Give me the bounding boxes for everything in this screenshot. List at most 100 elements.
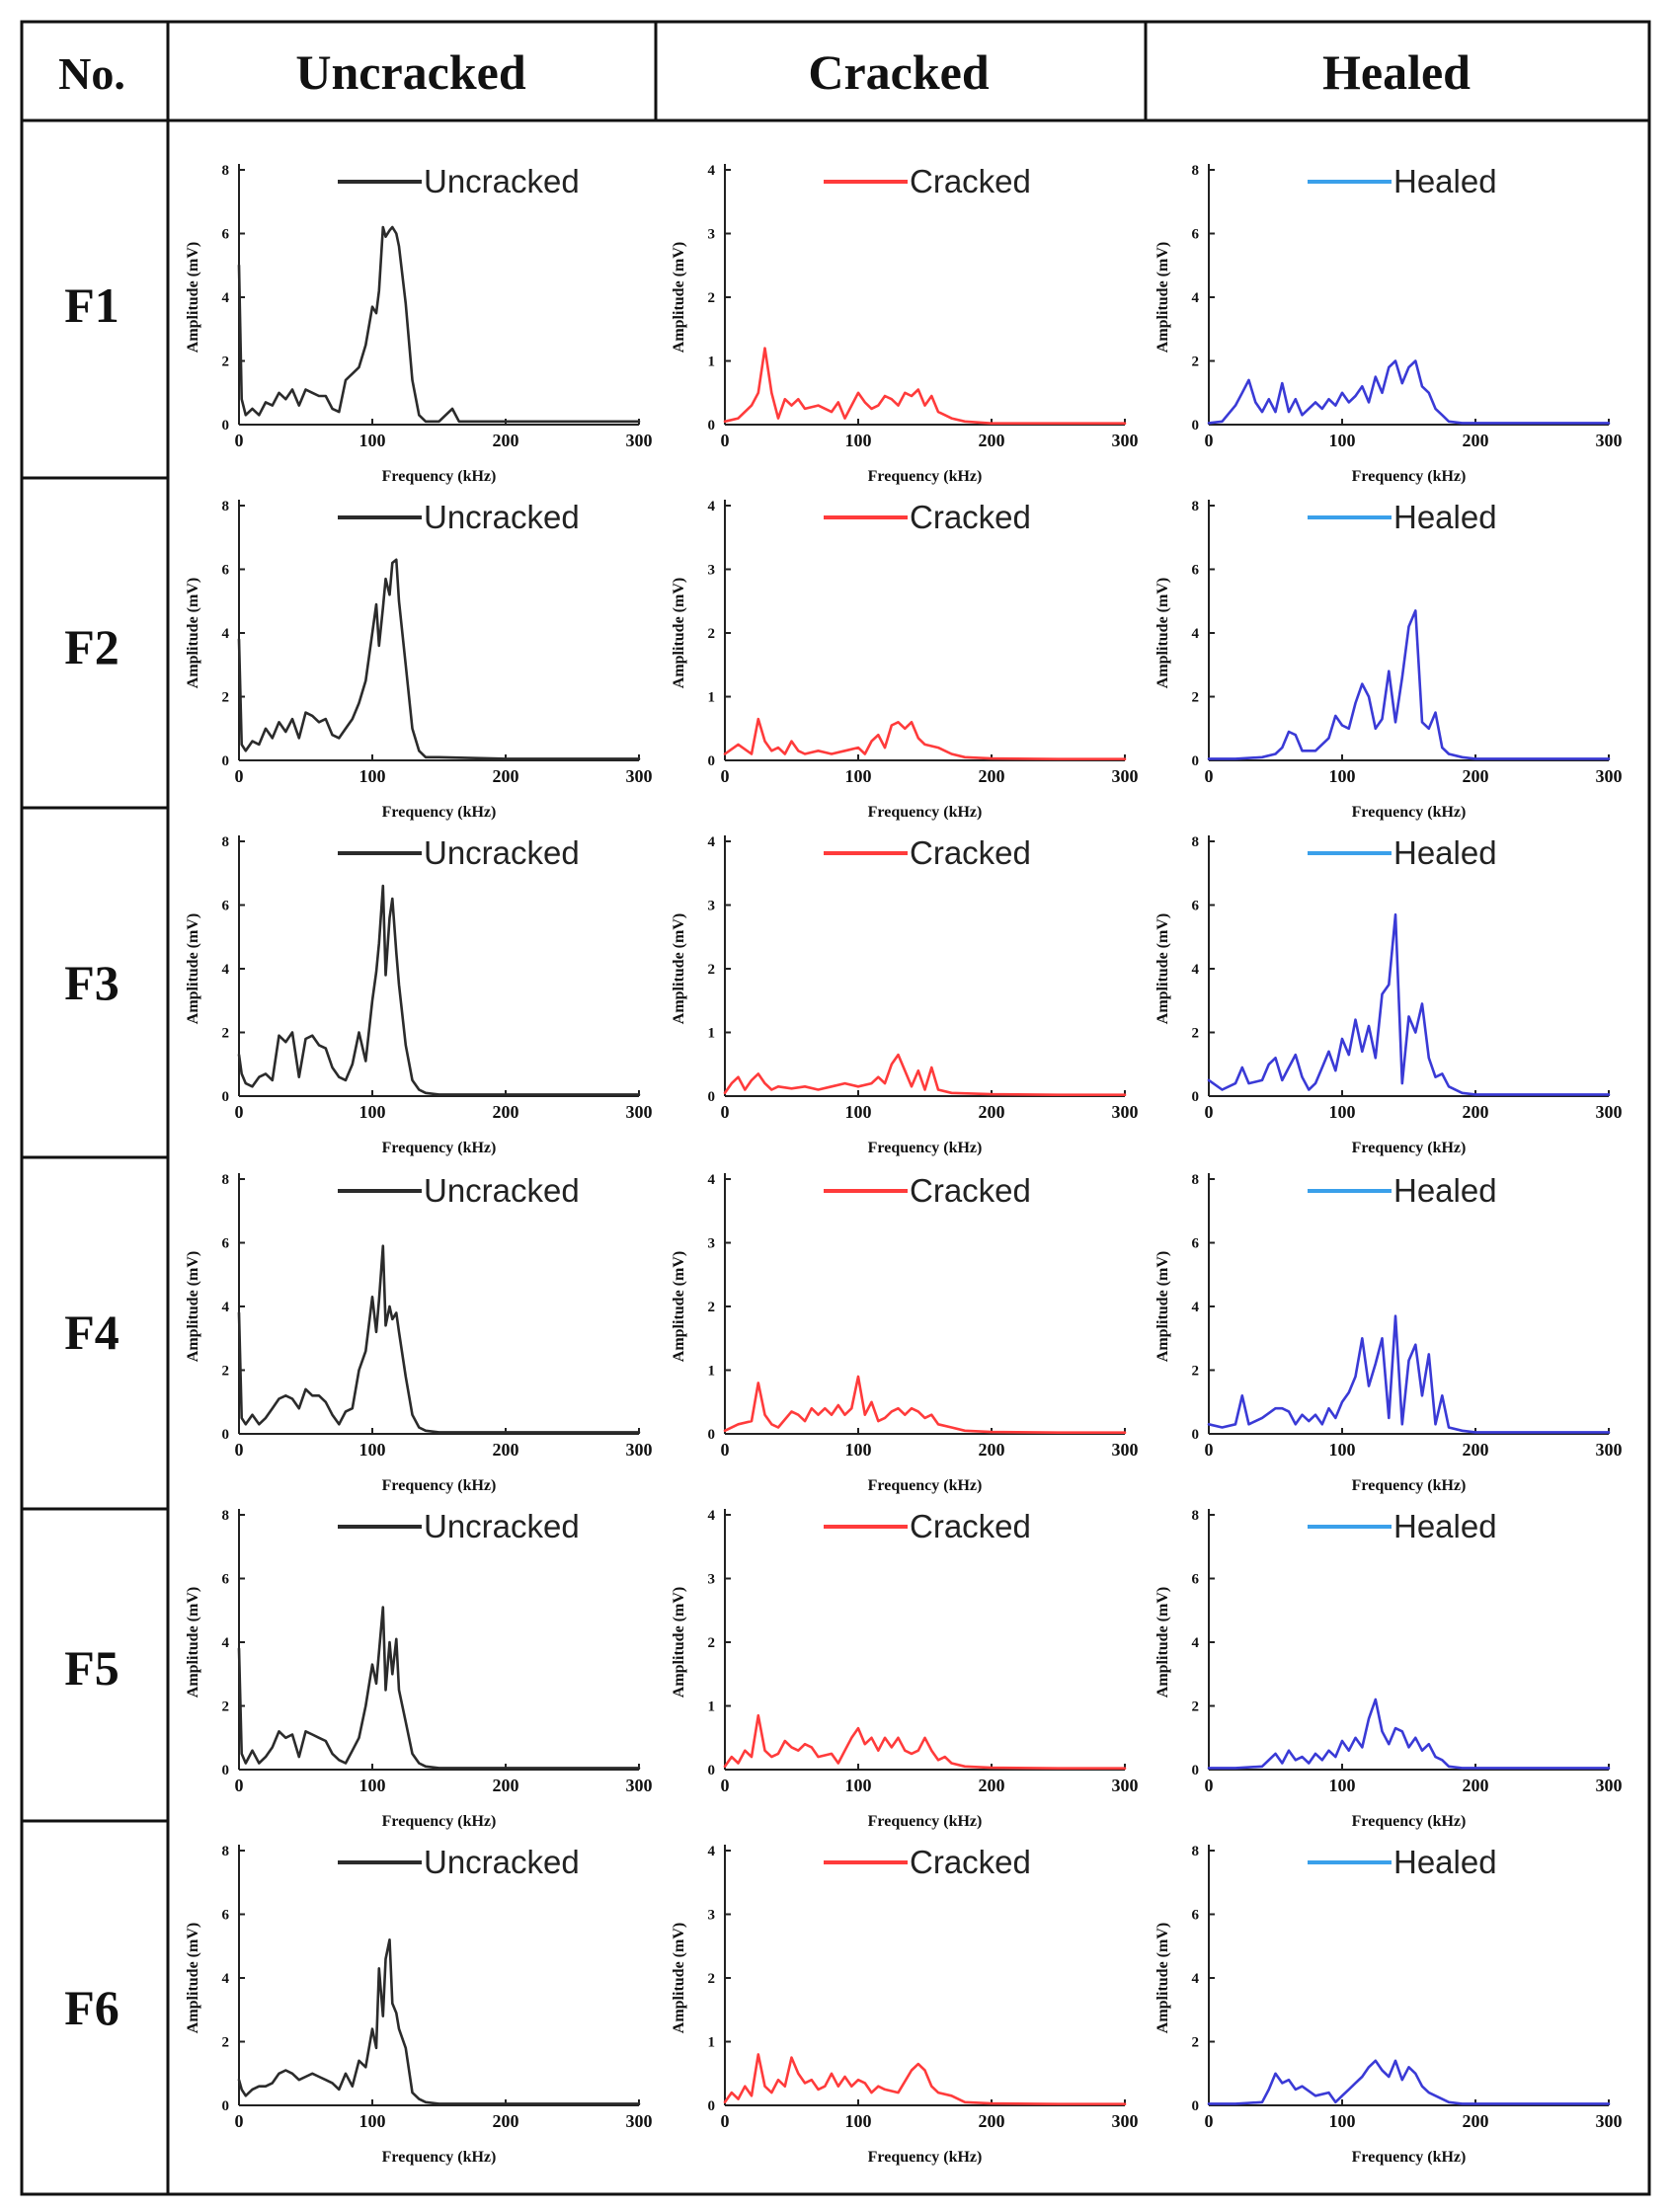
y-tick-label: 0	[708, 753, 716, 769]
y-tick-label: 4	[1192, 626, 1200, 642]
y-tick-label: 4	[708, 1172, 716, 1188]
y-axis-label: Amplitude (mV)	[671, 242, 687, 353]
row-labels: F1 F2 F3 F4 F5 F6	[64, 277, 119, 2035]
x-tick-label: 100	[845, 431, 872, 450]
header-no: No.	[58, 48, 125, 99]
series-line-cracked	[723, 1053, 1127, 1096]
y-axis-label: Amplitude (mV)	[1154, 913, 1171, 1024]
y-tick-label: 4	[708, 1508, 716, 1524]
x-tick-label: 0	[721, 431, 730, 450]
x-tick-label: 300	[1112, 2111, 1139, 2131]
x-tick-label: 0	[721, 1440, 730, 1460]
x-tick-label: 100	[359, 1440, 386, 1460]
chart-panel-2-cracked: 0 1 2 3 4 0 100 200 300 Frequency (kHz) Amplitude …	[671, 499, 1139, 821]
series-line-cracked	[723, 717, 1127, 761]
x-tick-label: 300	[1596, 1102, 1623, 1122]
y-tick-label: 8	[222, 1172, 230, 1188]
y-tick-label: 6	[222, 1236, 230, 1252]
chart-panel-2-uncracked: 0 2 4 6 8 0 100 200 300 Frequency (kHz) Amplitude …	[185, 499, 653, 821]
series-line-healed	[1207, 1698, 1611, 1770]
x-tick-label: 0	[721, 2111, 730, 2131]
series-line-cracked	[723, 1713, 1127, 1770]
x-axis-label: Frequency (kHz)	[382, 468, 497, 485]
x-axis-label: Frequency (kHz)	[382, 1140, 497, 1156]
y-tick-label: 2	[708, 1635, 716, 1651]
y-tick-label: 3	[708, 1572, 716, 1588]
y-tick-label: 1	[708, 2035, 716, 2051]
chart-panel-2-healed: 0 2 4 6 8 0 100 200 300 Frequency (kHz) Amplitude …	[1154, 499, 1623, 821]
y-axis-label: Amplitude (mV)	[1154, 578, 1171, 688]
y-tick-label: 8	[1192, 1172, 1200, 1188]
y-tick-label: 2	[708, 290, 716, 306]
y-tick-label: 2	[1192, 1026, 1200, 1042]
y-tick-label: 2	[222, 1699, 230, 1715]
y-tick-label: 3	[708, 899, 716, 914]
legend-label: Uncracked	[424, 1844, 580, 1880]
x-tick-label: 100	[359, 766, 386, 786]
chart-panel-4-uncracked: 0 2 4 6 8 0 100 200 300 Frequency (kHz) Amplitude …	[185, 1172, 653, 1494]
y-tick-label: 1	[708, 690, 716, 706]
chart-panel-1-uncracked: 0 2 4 6 8 0 100 200 300 Frequency (kHz) Amplitude …	[185, 163, 653, 485]
x-axis-label: Frequency (kHz)	[382, 2149, 497, 2166]
x-tick-label: 0	[721, 1102, 730, 1122]
legend-label: Uncracked	[424, 499, 580, 535]
y-tick-label: 2	[1192, 1699, 1200, 1715]
x-tick-label: 300	[1596, 1776, 1623, 1795]
legend-label: Healed	[1393, 499, 1497, 535]
y-tick-label: 2	[222, 355, 230, 370]
x-tick-label: 200	[493, 1776, 519, 1795]
y-tick-label: 8	[1192, 1508, 1200, 1524]
legend-label: Healed	[1393, 1172, 1497, 1209]
x-tick-label: 300	[1596, 431, 1623, 450]
chart-panel-1-healed: 0 2 4 6 8 0 100 200 300 Frequency (kHz) Amplitude …	[1154, 163, 1623, 485]
y-axis-label: Amplitude (mV)	[671, 913, 687, 1024]
row-label-f5: F5	[64, 1640, 119, 1696]
y-tick-label: 3	[708, 227, 716, 243]
x-tick-label: 300	[626, 1776, 653, 1795]
x-tick-label: 100	[359, 1776, 386, 1795]
y-tick-label: 4	[222, 1300, 230, 1315]
x-tick-label: 0	[1205, 1440, 1214, 1460]
x-tick-label: 300	[1112, 1776, 1139, 1795]
y-axis-label: Amplitude (mV)	[1154, 242, 1171, 353]
x-tick-label: 300	[1596, 1440, 1623, 1460]
y-axis-label: Amplitude (mV)	[1154, 1923, 1171, 2033]
y-tick-label: 8	[1192, 163, 1200, 179]
series-line-uncracked	[237, 884, 641, 1096]
header-uncracked: Uncracked	[295, 44, 525, 100]
x-tick-label: 200	[979, 1102, 1005, 1122]
series-line-healed	[1207, 1314, 1611, 1434]
row-label-f1: F1	[64, 277, 119, 333]
x-tick-label: 100	[359, 2111, 386, 2131]
series-line-cracked	[723, 1375, 1127, 1434]
chart-panel-3-healed: 0 2 4 6 8 0 100 200 300 Frequency (kHz) Amplitude …	[1154, 834, 1623, 1156]
x-tick-label: 300	[626, 2111, 653, 2131]
row-label-f2: F2	[64, 619, 119, 674]
x-tick-label: 100	[845, 1102, 872, 1122]
y-tick-label: 0	[1192, 2098, 1200, 2114]
y-tick-label: 3	[708, 563, 716, 579]
row-label-f3: F3	[64, 955, 119, 1010]
series-line-healed	[1207, 609, 1611, 760]
x-axis-label: Frequency (kHz)	[868, 468, 983, 485]
y-tick-label: 8	[1192, 834, 1200, 850]
chart-panel-4-healed: 0 2 4 6 8 0 100 200 300 Frequency (kHz) Amplitude …	[1154, 1172, 1623, 1494]
x-tick-label: 100	[1329, 2111, 1356, 2131]
x-axis-label: Frequency (kHz)	[868, 2149, 983, 2166]
series-line-uncracked	[237, 1244, 641, 1434]
x-tick-label: 200	[1463, 1102, 1489, 1122]
y-axis-label: Amplitude (mV)	[185, 578, 201, 688]
x-tick-label: 100	[845, 1776, 872, 1795]
x-tick-label: 0	[1205, 1102, 1214, 1122]
x-tick-label: 0	[1205, 431, 1214, 450]
x-axis-label: Frequency (kHz)	[868, 1140, 983, 1156]
y-tick-label: 0	[1192, 753, 1200, 769]
y-tick-label: 1	[708, 1699, 716, 1715]
x-tick-label: 200	[493, 1440, 519, 1460]
y-tick-label: 6	[222, 1908, 230, 1924]
y-tick-label: 6	[1192, 563, 1200, 579]
header-row: No. Uncracked Cracked Healed	[58, 44, 1471, 100]
y-tick-label: 4	[1192, 290, 1200, 306]
series-line-cracked	[723, 347, 1127, 426]
y-tick-label: 1	[708, 355, 716, 370]
